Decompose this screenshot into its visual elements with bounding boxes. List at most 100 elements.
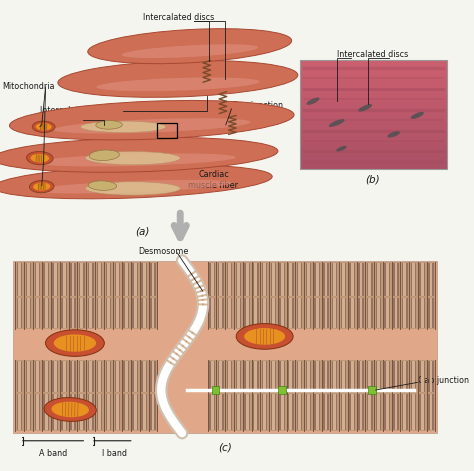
Bar [107,394,110,430]
Bar [271,361,276,392]
Ellipse shape [0,138,278,172]
Bar [281,298,283,328]
Bar [79,298,85,328]
Bar [124,298,129,328]
Bar [63,361,65,392]
Bar [429,361,432,392]
Bar [297,361,302,392]
Bar [97,298,102,328]
Bar [314,263,320,296]
Bar [428,298,434,328]
Bar [98,361,101,392]
Ellipse shape [85,152,180,165]
Bar [27,361,30,392]
Bar [219,298,222,328]
Bar [300,143,447,144]
Bar [143,263,146,296]
Ellipse shape [81,121,166,132]
Bar [300,133,447,135]
Bar [300,125,447,126]
Bar [300,138,447,139]
Bar [300,162,447,163]
Bar [54,298,56,328]
Bar [333,394,336,430]
Bar [300,64,447,65]
Bar [236,394,241,430]
Bar [300,60,447,62]
Bar [314,394,320,430]
Bar [342,298,345,328]
Ellipse shape [35,154,236,166]
Bar [300,111,447,112]
Bar [97,263,102,296]
Bar [253,298,259,328]
Bar [394,361,397,392]
Bar [300,60,447,170]
Text: A band: A band [39,449,67,458]
Bar [125,263,128,296]
Bar [332,361,337,392]
Bar [323,361,329,392]
Bar [134,263,137,296]
Bar [300,122,447,123]
Bar [384,298,390,328]
Text: I band: I band [102,449,128,458]
Bar [210,263,215,296]
Bar [323,394,329,430]
Bar [143,298,146,328]
Bar [358,394,364,430]
Bar [314,361,320,392]
Bar [300,75,447,77]
Bar [253,263,259,296]
Bar [358,298,364,328]
Bar [300,167,447,168]
Bar [300,166,447,167]
Bar [298,263,301,296]
Bar [227,394,232,430]
Bar [300,147,447,148]
Bar [300,65,447,66]
Bar [341,263,346,296]
Bar [359,298,362,328]
Bar [403,361,406,392]
Bar [332,263,337,296]
Bar [72,263,74,296]
Bar [300,163,447,164]
Bar [300,136,447,138]
Bar [300,69,447,70]
Bar [359,263,362,296]
Bar [412,298,415,328]
Bar [35,361,40,392]
Bar [70,298,76,328]
Bar [341,394,346,430]
Bar [210,263,213,296]
Bar [115,263,120,296]
Bar [246,263,248,296]
Bar [152,394,155,430]
Bar [300,118,447,120]
Ellipse shape [29,180,54,193]
Bar [17,298,22,328]
Bar [281,263,283,296]
Bar [17,361,22,392]
Bar [271,394,276,430]
Bar [297,394,302,430]
Bar [300,151,447,152]
Bar [246,361,248,392]
Bar [402,298,408,328]
Bar [300,142,447,143]
Bar [300,79,447,80]
Bar [79,394,85,430]
Text: Intercalated discs: Intercalated discs [143,13,214,22]
Bar [300,115,447,116]
Bar [300,108,447,109]
Text: Mitochondria: Mitochondria [2,82,55,91]
Bar [300,72,447,73]
Bar [386,394,389,430]
Bar [124,263,129,296]
Bar [300,126,447,127]
Bar [386,263,389,296]
Bar [63,394,65,430]
Bar [384,361,390,392]
Bar [17,394,22,430]
